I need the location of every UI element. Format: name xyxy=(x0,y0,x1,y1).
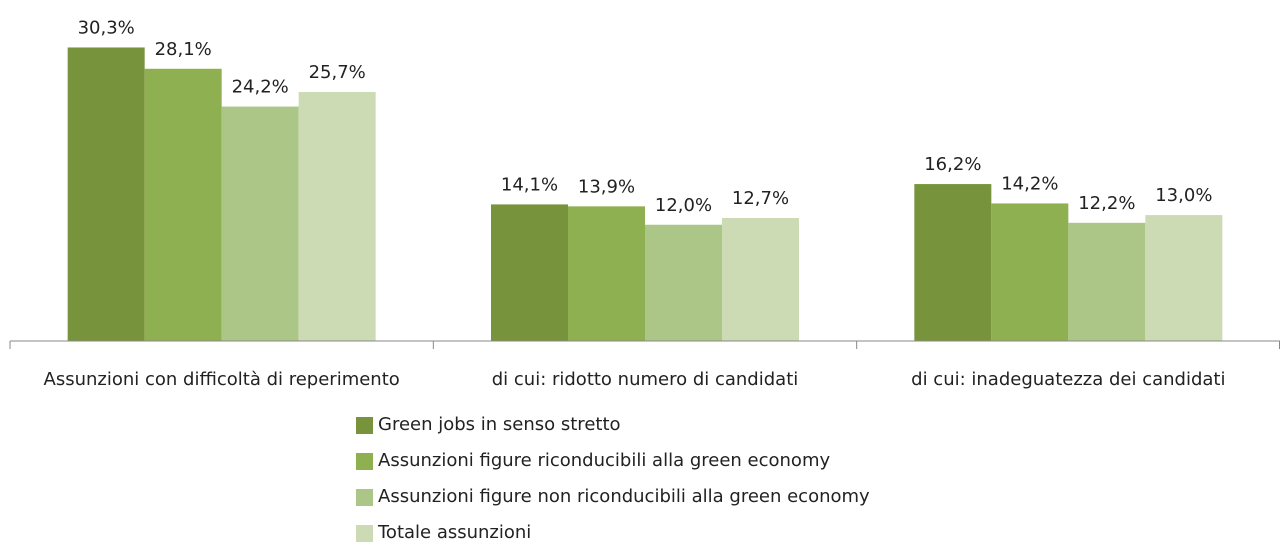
bar xyxy=(491,204,568,341)
x-tick-label: di cui: ridotto numero di candidati xyxy=(491,369,799,390)
legend-label: Assunzioni figure non riconducibili alla… xyxy=(378,486,870,507)
legend-item: Green jobs in senso stretto xyxy=(356,407,621,443)
value-label: 28,1% xyxy=(155,39,212,60)
bar xyxy=(914,184,992,341)
bar xyxy=(722,217,799,341)
x-tick-label: Assunzioni con difficoltà di reperimento xyxy=(43,369,400,390)
legend-swatch xyxy=(356,452,373,470)
value-label: 30,3% xyxy=(78,17,135,38)
bar xyxy=(1068,222,1146,341)
x-tick-label: di cui: inadeguatezza dei candidati xyxy=(911,369,1226,390)
legend-item: Totale assunzioni xyxy=(356,515,531,551)
value-label: 12,0% xyxy=(655,195,712,216)
value-label: 16,2% xyxy=(924,154,981,175)
value-label: 14,1% xyxy=(501,174,558,195)
legend-label: Assunzioni figure riconducibili alla gre… xyxy=(378,450,831,471)
bar xyxy=(1145,215,1223,341)
value-label: 25,7% xyxy=(309,62,366,83)
value-label: 12,2% xyxy=(1078,193,1135,214)
value-label: 13,0% xyxy=(1155,185,1212,206)
value-label: 24,2% xyxy=(232,77,289,98)
legend-label: Totale assunzioni xyxy=(378,522,532,543)
legend-item: Assunzioni figure riconducibili alla gre… xyxy=(356,443,830,479)
bar xyxy=(645,224,722,341)
value-label: 13,9% xyxy=(578,176,635,197)
legend-swatch xyxy=(356,488,373,506)
legend-label: Green jobs in senso stretto xyxy=(378,414,621,435)
legend-swatch xyxy=(356,524,373,542)
legend-swatch xyxy=(356,416,373,434)
legend-item: Assunzioni figure non riconducibili alla… xyxy=(356,479,870,515)
value-label: 12,7% xyxy=(732,188,789,209)
bar xyxy=(298,92,376,341)
bar xyxy=(221,106,299,341)
bar xyxy=(144,68,222,341)
bar xyxy=(67,47,145,341)
value-label: 14,2% xyxy=(1001,173,1058,194)
bar xyxy=(991,203,1069,341)
bar xyxy=(568,206,645,341)
